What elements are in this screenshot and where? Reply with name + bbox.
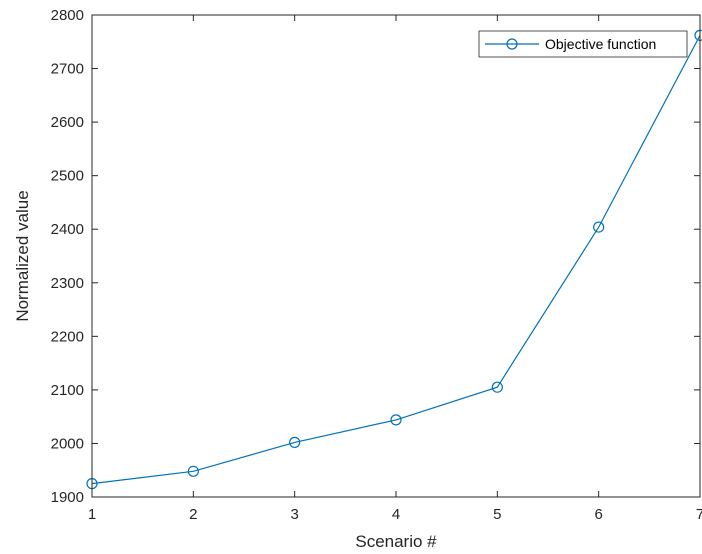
y-tick-label: 2300	[51, 275, 84, 292]
y-tick-label: 2400	[51, 221, 84, 238]
y-axis-label: Normalized value	[13, 190, 32, 321]
legend-marker-sample	[506, 38, 518, 50]
x-axis-label: Scenario #	[355, 532, 437, 551]
series-line-objective-function	[91, 35, 701, 485]
data-point-marker	[187, 465, 199, 477]
x-tick-label: 3	[290, 506, 298, 523]
x-tick-label: 6	[594, 506, 602, 523]
y-tick-label: 2100	[51, 382, 84, 399]
y-tick-label: 2000	[51, 435, 84, 452]
x-tick-label: 7	[696, 506, 702, 523]
data-point-marker	[390, 414, 402, 426]
legend-entry-objective-function: Objective function	[545, 36, 656, 52]
y-tick-label: 2800	[51, 7, 84, 24]
legend: Objective function	[478, 30, 688, 58]
y-tick-label: 2700	[51, 61, 84, 78]
y-tick-label: 2200	[51, 328, 84, 345]
tick-labels: 1 2 3 4 5 6 7 1900 2000 2100 2200 2300 2400 2500 2600 2…	[51, 7, 702, 523]
x-tick-label: 2	[189, 506, 197, 523]
axes-box	[91, 14, 701, 498]
data-point-marker	[593, 221, 605, 233]
y-tick-label: 1900	[51, 489, 84, 506]
data-point-marker	[289, 436, 301, 448]
data-point-marker	[491, 381, 503, 393]
x-tick-label: 4	[392, 506, 400, 523]
x-tick-label: 1	[88, 506, 96, 523]
x-tick-label: 5	[493, 506, 501, 523]
y-tick-label: 2600	[51, 114, 84, 131]
y-tick-label: 2500	[51, 168, 84, 185]
